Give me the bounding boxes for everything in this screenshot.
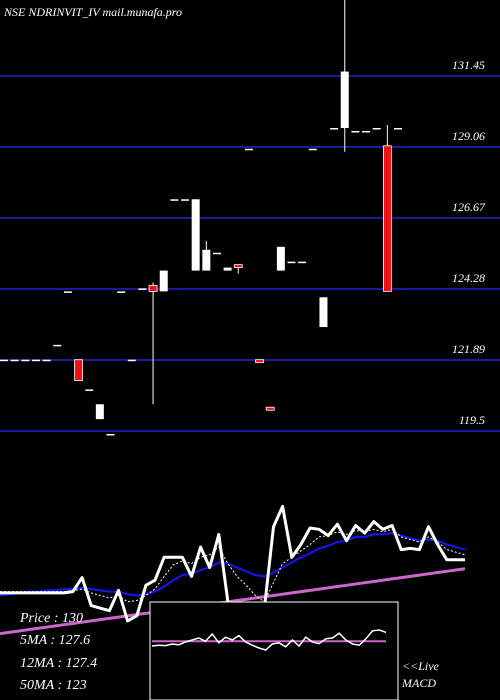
candle-body	[351, 130, 360, 133]
candle-body	[276, 246, 285, 271]
candle-body	[181, 199, 190, 201]
candle-body	[382, 145, 392, 292]
candle-body	[233, 264, 243, 269]
macd-box	[149, 601, 399, 700]
ma12-info: 12MA : 127.4	[20, 656, 98, 671]
candle-body	[265, 406, 275, 411]
candle-body	[330, 127, 339, 130]
candles	[0, 0, 402, 436]
ma5-info: 5MA : 127.6	[20, 633, 91, 648]
y-tick-label: 121.89	[452, 342, 485, 356]
candle-body	[10, 359, 19, 362]
candle-body	[42, 359, 51, 362]
y-tick-label: 119.5	[459, 413, 485, 427]
candle-body	[287, 261, 296, 264]
y-tick-label: 124.28	[452, 271, 485, 285]
candle-body	[138, 288, 147, 290]
live-label: <<Live	[402, 659, 439, 673]
ma-long-line	[0, 567, 466, 636]
macd-label: MACD	[402, 676, 436, 690]
candle-body	[148, 285, 158, 292]
candle-body	[106, 433, 115, 436]
candle-body	[117, 291, 126, 293]
macd-panel	[149, 601, 399, 700]
candle-body	[244, 148, 253, 151]
candle-body	[298, 261, 307, 264]
candle-body	[159, 270, 168, 292]
candle-body	[0, 359, 8, 362]
candle-body	[202, 249, 211, 271]
price-info: Price : 130	[20, 611, 83, 626]
gridlines: 131.45 129.06 126.67 124.28 121.89 119.5	[0, 58, 500, 432]
ma-short-line	[0, 528, 466, 603]
candle-body	[21, 359, 30, 362]
candle-body	[255, 359, 264, 364]
candle-body	[223, 267, 232, 271]
candle-body	[394, 127, 402, 130]
candle-body	[372, 127, 381, 130]
candle-body	[85, 389, 94, 391]
y-tick-label: 126.67	[452, 200, 486, 214]
candle-body	[308, 148, 317, 151]
candle-body	[170, 199, 179, 201]
candle-body	[95, 404, 104, 420]
chart-title: NSE NDRINVIT_IV mail.munafa.pro	[4, 5, 183, 19]
ma50-info: 50MA : 123	[20, 678, 87, 693]
y-tick-label: 131.45	[452, 58, 485, 72]
candle-body	[63, 291, 72, 293]
candle-body	[212, 252, 221, 255]
y-tick-label: 129.06	[452, 129, 485, 143]
candle-body	[191, 199, 200, 271]
candle-body	[31, 359, 40, 362]
ma-mid-line	[0, 532, 466, 597]
candle-body	[362, 130, 371, 133]
macd-line	[151, 629, 387, 651]
candle-body	[127, 359, 136, 362]
candle-body	[74, 359, 83, 381]
candle-body	[53, 344, 62, 347]
candle-body	[340, 71, 349, 128]
candle-body	[319, 297, 328, 328]
